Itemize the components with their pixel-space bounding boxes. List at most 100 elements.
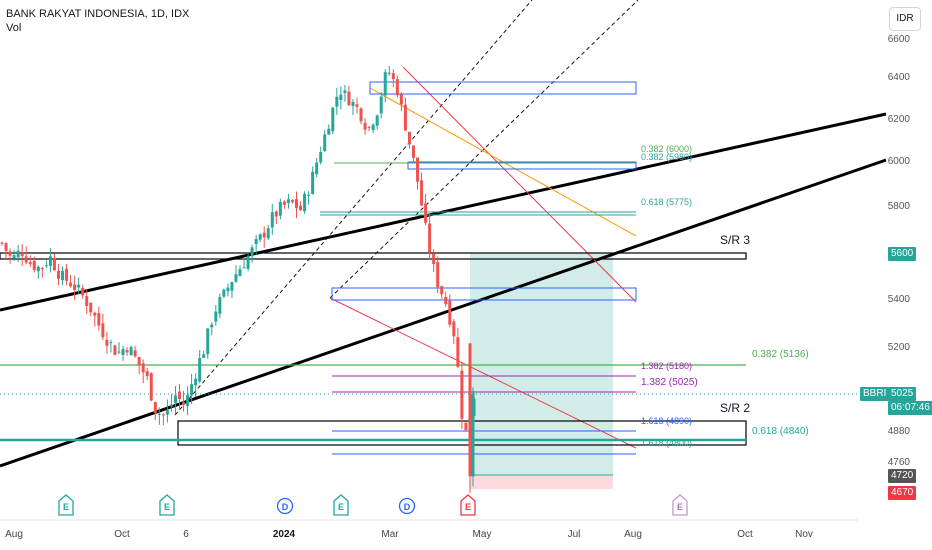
event-marker-letter: E [164,502,170,512]
countdown-tag: 06:07:46 [888,401,932,415]
earnings-marker[interactable]: E [333,494,349,516]
sr3-label: S/R 3 [720,233,750,247]
price-tick-label: 4880 [887,426,910,437]
price-tick-label: 6400 [887,72,910,83]
channel-dashed-lower [174,0,533,416]
candle-body [424,203,428,223]
candle-body [230,282,234,291]
candle-body [367,126,371,128]
candle-body [234,274,238,282]
sr3-box [0,252,747,260]
event-marker-letter: E [338,502,344,512]
candle-body [331,107,335,132]
price-tag-4720: 4720 [888,469,917,483]
time-tick-label: Aug [624,529,642,540]
fib-0382-lower-label: 0.382 (5136) [752,349,809,360]
earnings-marker[interactable]: E [159,494,175,516]
time-tick-label: Oct [114,529,130,540]
candle-body [274,211,278,217]
candle-body [371,124,375,131]
candle-body [8,251,12,256]
time-tick-label: Nov [795,529,813,540]
candle-body [315,162,319,175]
fib-0618-upper-label: 0.618 (5775) [641,197,692,207]
candle-body [238,269,242,277]
candle-body [61,271,65,281]
candle-body [246,256,250,269]
blue-zone-top [369,81,637,95]
candle-body [311,171,315,195]
candle-body [391,73,395,80]
candle-body [327,128,331,135]
time-tick-label: May [472,529,492,540]
candle-body [347,91,351,106]
candle-body [56,270,60,279]
fib-0382-upper-b-label: 0.382 (5980) [641,152,692,162]
earnings-marker[interactable]: E [58,494,74,516]
candle-body [210,324,214,328]
candle-body [101,323,105,338]
candle-body [69,282,73,287]
candle-body [4,243,8,251]
currency-button[interactable]: IDR [889,7,921,31]
candle-body [137,357,141,366]
earnings-marker[interactable]: E [460,494,476,516]
candle-body [258,234,262,240]
candle-body [399,94,403,105]
candle-body [105,339,109,346]
candle-body [299,205,303,211]
candle-body [161,414,165,416]
candle-body [307,194,311,196]
event-marker-letter: D [282,502,289,512]
candle-body [456,337,460,367]
candle-body [444,296,448,305]
candlestick-series [0,66,476,493]
target-zone [470,253,613,475]
dividend-marker[interactable]: D [398,497,416,515]
candle-body [141,363,145,373]
candle-body [48,256,52,266]
fib-1618-b-label: 1.618 (4800) [641,438,692,448]
candle-body [395,79,399,96]
candle-body [339,94,343,101]
candle-body [65,268,69,281]
candle-body [286,199,290,204]
candle-body [278,201,282,216]
candle-body [420,180,424,206]
symbol-title[interactable]: BANK RAKYAT INDONESIA, 1D, IDX [6,8,190,20]
candle-body [290,200,294,203]
candle-body [190,384,194,396]
candle-body [145,371,149,377]
candle-body [81,288,85,296]
price-tag-5600: 5600 [888,247,917,261]
event-marker-letter: E [677,502,683,512]
candle-body [416,157,420,182]
candle-body [242,267,246,269]
price-tick-label: 6000 [887,156,910,167]
candle-body [173,395,177,403]
fib-0618-lower-label: 0.618 (4840) [752,426,809,437]
candle-body [222,289,226,297]
time-tick-label: Aug [5,529,23,540]
candle-body [97,313,101,326]
time-tick-label: Oct [737,529,753,540]
candle-body [0,242,4,244]
candle-body [52,258,56,271]
candle-body [149,373,153,401]
candle-body [379,96,383,114]
dividend-marker[interactable]: D [276,497,294,515]
candle-body [440,286,444,295]
candle-body [335,96,339,107]
candle-body [468,343,472,477]
fib-0382-upper-label: 0.382 (6000) [641,144,692,154]
candle-body [24,256,28,263]
volume-label[interactable]: Vol [6,22,22,34]
blue-zone-low [331,287,637,301]
candle-body [214,311,218,322]
earnings-marker[interactable]: E [672,494,688,516]
candle-body [464,422,468,430]
candle-body [436,262,440,288]
candle-body [282,201,286,205]
